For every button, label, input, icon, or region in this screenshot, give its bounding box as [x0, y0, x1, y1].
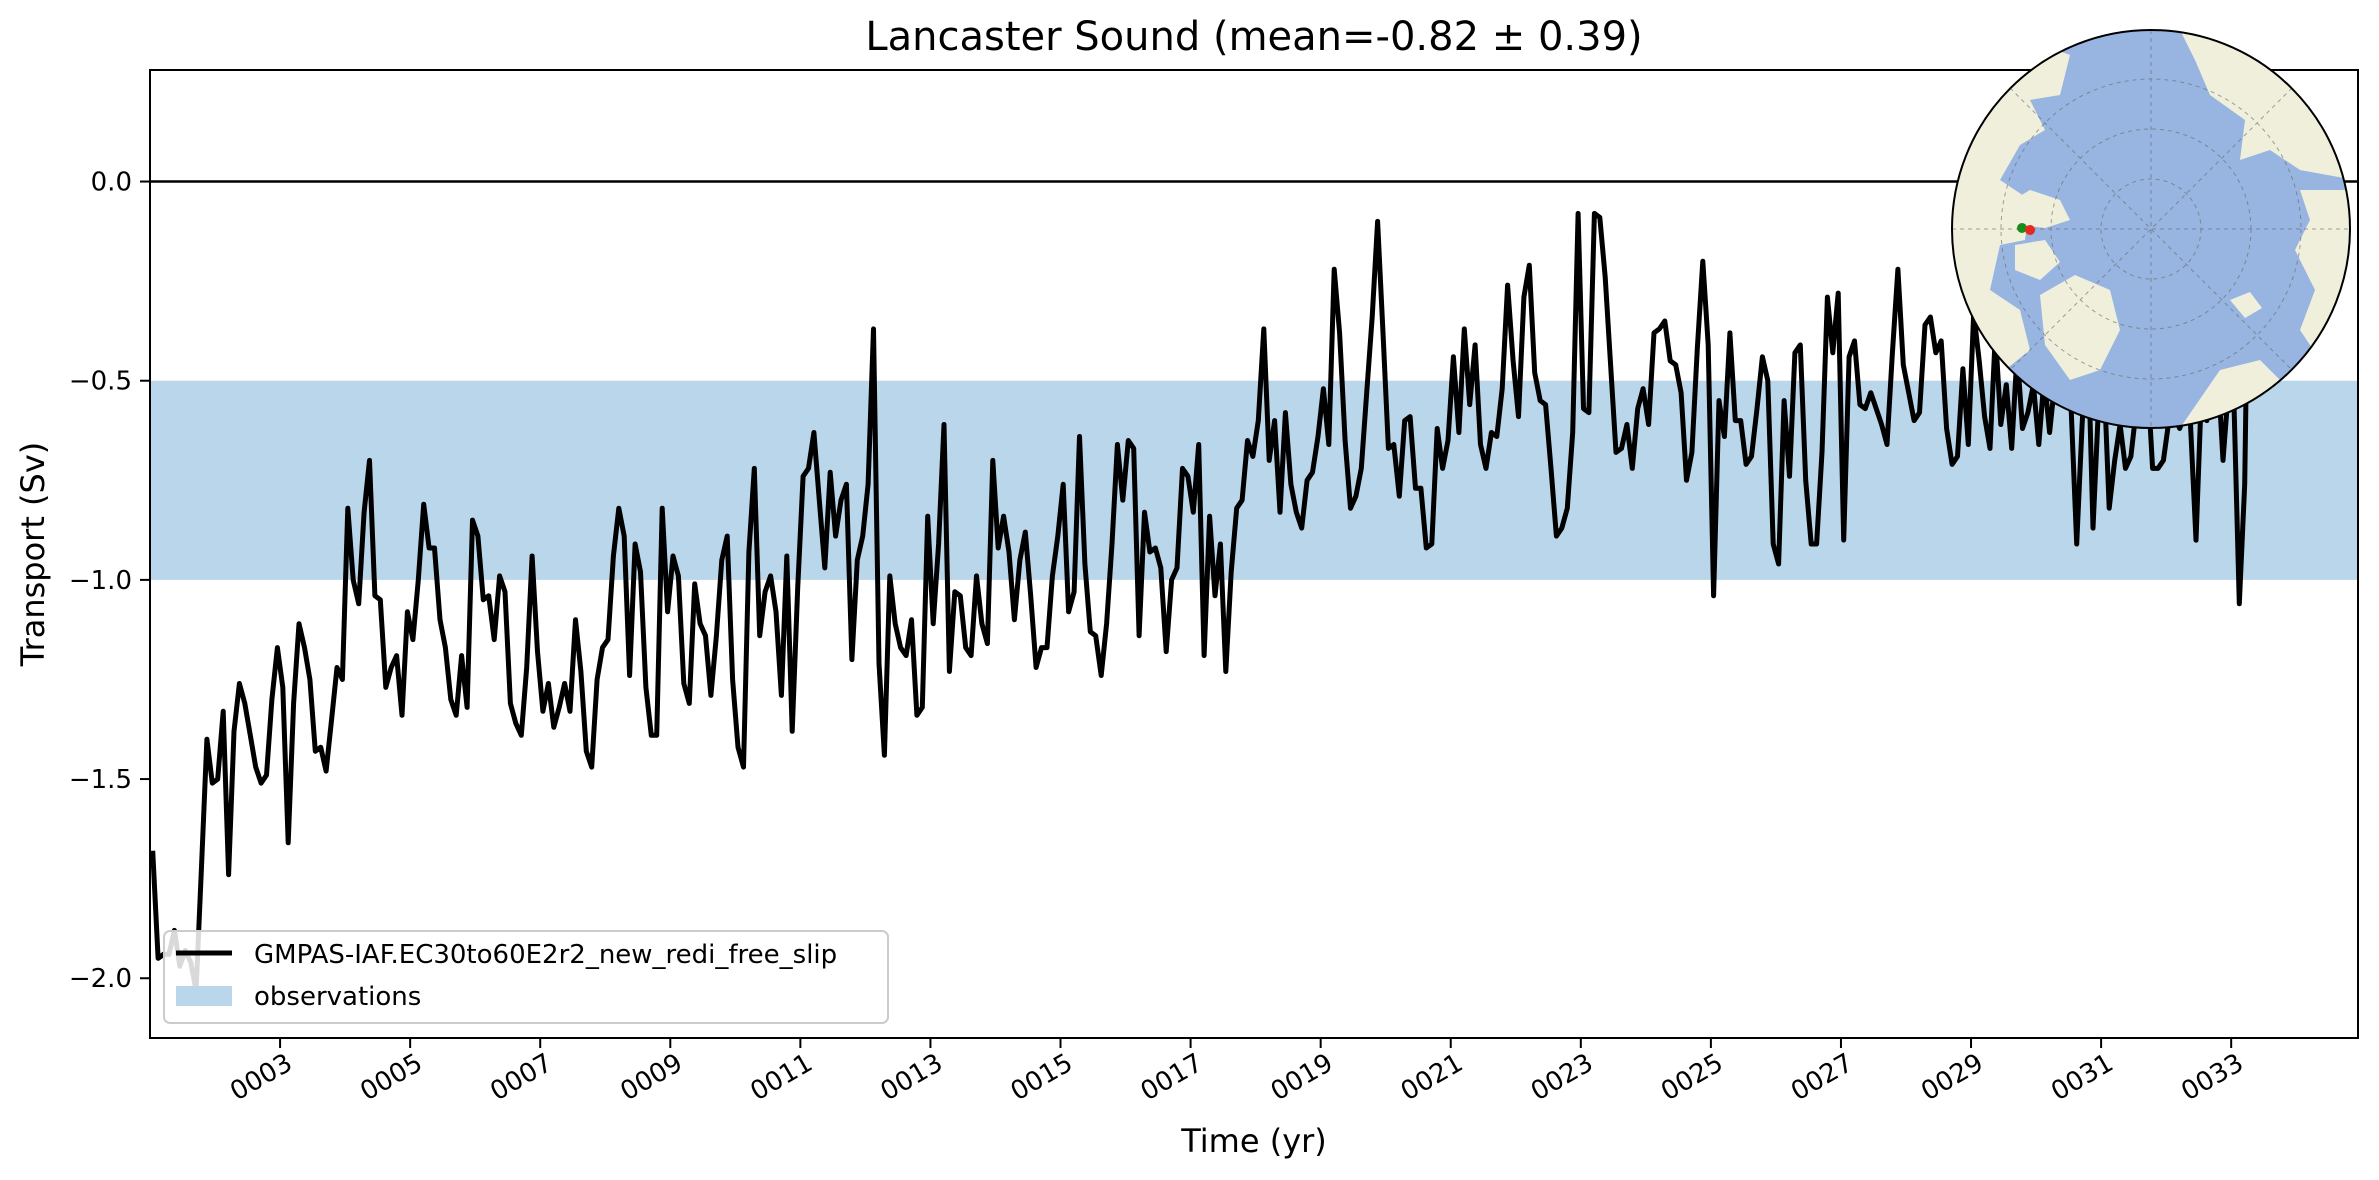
y-tick-label: −1.5: [69, 765, 132, 795]
legend-observations-label: observations: [254, 982, 421, 1012]
x-tick-label: 0003: [225, 1048, 297, 1107]
x-tick-label: 0025: [1656, 1048, 1728, 1107]
legend-observations-swatch: [176, 986, 232, 1006]
legend-box: [163, 930, 889, 1024]
x-tick-label: 0033: [2176, 1048, 2248, 1107]
chart-title: Lancaster Sound (mean=-0.82 ± 0.39): [865, 14, 1642, 60]
x-tick-label: 0031: [2046, 1048, 2118, 1107]
x-tick-label: 0009: [615, 1048, 687, 1107]
x-tick-label: 0015: [1006, 1048, 1078, 1107]
y-tick-label: −2.0: [69, 964, 132, 994]
y-tick-label: −1.0: [69, 566, 132, 596]
inset-map-border: [1951, 29, 2351, 429]
y-tick-label: 0.0: [91, 168, 132, 198]
axes-frame: [149, 69, 2359, 1039]
inset-map-land-greenland: [2040, 275, 2120, 380]
y-tick-label: −0.5: [69, 367, 132, 397]
x-tick-label: 0011: [746, 1048, 818, 1107]
legend-series-label: GMPAS-IAF.EC30to60E2r2_new_redi_free_sli…: [254, 940, 837, 970]
x-tick-label: 0017: [1136, 1048, 1208, 1107]
legend: GMPAS-IAF.EC30to60E2r2_new_redi_free_sli…: [163, 930, 889, 1024]
x-tick-label: 0027: [1786, 1048, 1858, 1107]
inset-map-marker-red: [2025, 225, 2035, 235]
x-axis-label: Time (yr): [1180, 1122, 1327, 1160]
y-axis-ticks: 0.0 −0.5 −1.0 −1.5 −2.0: [69, 168, 150, 994]
x-tick-label: 0005: [355, 1048, 427, 1107]
x-tick-label: 0023: [1526, 1048, 1598, 1107]
inset-map-land-arctic-islands: [2005, 190, 2070, 228]
x-tick-label: 0019: [1266, 1048, 1338, 1107]
x-axis-ticks: 0003 0005 0007 0009 0011 0013 0015 0017 0019 0021…: [225, 1038, 2249, 1107]
x-tick-label: 0029: [1916, 1048, 1988, 1107]
x-tick-label: 0013: [876, 1048, 948, 1107]
inset-map-marker-green: [2017, 223, 2027, 233]
inset-map-land-baffin: [2015, 240, 2060, 280]
transport-series-line: [150, 111, 2259, 993]
inset-map-land-svalbard: [2230, 292, 2262, 318]
x-tick-label: 0021: [1396, 1048, 1468, 1107]
y-axis-label: Transport (Sv): [14, 442, 52, 668]
x-tick-label: 0007: [485, 1048, 557, 1107]
